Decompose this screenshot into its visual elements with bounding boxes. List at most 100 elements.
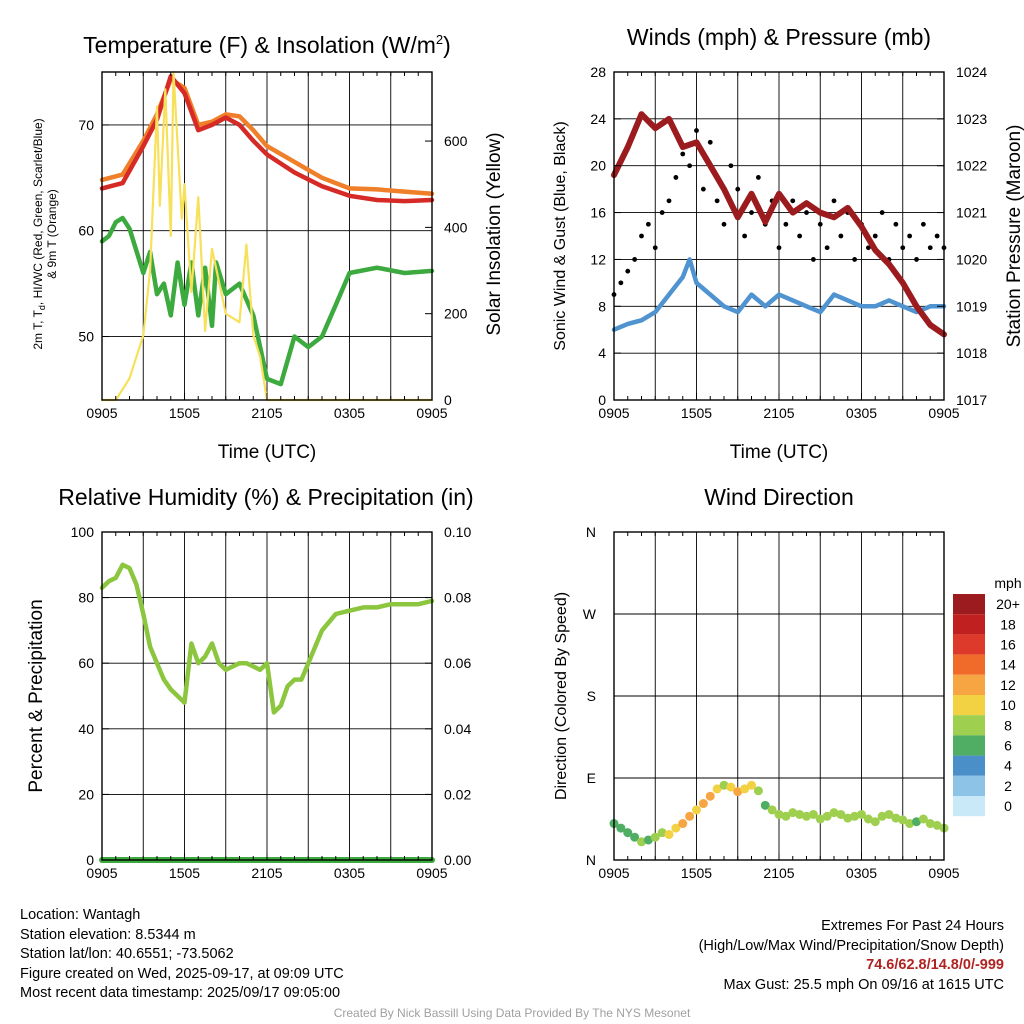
direction-point	[884, 809, 894, 819]
y-tick-label-right: 0.08	[444, 590, 471, 606]
gust-point	[865, 245, 871, 251]
direction-point	[808, 809, 818, 819]
humidity-plot-area: 0905 1505 2105 0305 09050204060801000.000.02…	[71, 524, 472, 881]
location-text: Location: Wantagh	[20, 907, 141, 923]
y-tick-label-left: N	[586, 852, 596, 868]
direction-point	[692, 805, 701, 815]
direction-point	[664, 829, 674, 839]
colorbar-swatch	[953, 674, 985, 695]
colorbar-label: 2	[1004, 778, 1012, 794]
gust-point	[817, 221, 823, 227]
x-tick-label: 0905	[416, 405, 447, 421]
direction-point	[891, 813, 901, 823]
y-tick-label-left: 100	[71, 524, 95, 540]
gust-point	[783, 221, 789, 227]
x-tick-label: 0905	[598, 405, 629, 421]
gust-point	[790, 198, 796, 204]
y-tick-label-right: 400	[444, 219, 468, 235]
x-tick-label: 1505	[681, 865, 712, 881]
gust-point	[694, 128, 699, 133]
colorbar-unit: mph	[994, 575, 1021, 591]
direction-point	[740, 784, 750, 794]
speed-colorbar: mph 20+ 18 16 14 12 10 8 6 4 2 0	[953, 575, 1022, 817]
colorbar-swatch	[953, 775, 985, 796]
y-tick-label-right: 0.06	[444, 655, 471, 671]
direction-point	[698, 799, 708, 809]
direction-point	[774, 809, 784, 819]
gust-point	[700, 186, 706, 192]
direction-point	[912, 817, 921, 827]
humidity-panel: Relative Humidity (%) & Precipitation (i…	[26, 484, 474, 881]
y-tick-label-left: 0	[86, 852, 94, 868]
y-tick-label-left: 70	[78, 117, 94, 133]
gust-point	[831, 198, 837, 204]
max-gust-text: Max Gust: 25.5 mph On 09/16 at 1615 UTC	[723, 976, 1004, 993]
colorbar-swatch	[953, 735, 985, 756]
direction-point	[836, 809, 846, 819]
x-tick-label: 0305	[334, 405, 365, 421]
temperature-title: Temperature (F) & Insolation (W/m2)	[83, 32, 451, 58]
y-tick-label-left: 0	[598, 392, 606, 408]
winds-title: Winds (mph) & Pressure (mb)	[627, 24, 931, 50]
direction-point	[829, 808, 839, 818]
y-tick-label-right: 200	[444, 306, 468, 322]
gust-point	[659, 210, 665, 215]
extremes-values: 74.6/62.8/14.8/0/-999	[866, 957, 1004, 974]
y-tick-label-left: 50	[78, 329, 94, 345]
direction-point	[747, 780, 756, 790]
x-tick-label: 0905	[598, 865, 629, 881]
y-tick-label-right: 600	[444, 133, 468, 149]
x-tick-label: 2105	[251, 405, 282, 421]
direction-title: Wind Direction	[704, 484, 854, 510]
direction-point	[822, 811, 832, 821]
gust-point	[797, 233, 803, 239]
gust-point	[728, 163, 734, 169]
insolation-axis-label: Solar Insolation (Yellow)	[484, 132, 505, 335]
direction-point	[877, 811, 887, 821]
y-tick-label-left: 16	[590, 205, 606, 221]
x-tick-label: 2105	[763, 865, 794, 881]
direction-point	[781, 811, 791, 821]
x-tick-label: 0905	[86, 405, 117, 421]
y-tick-label-left: 20	[78, 786, 94, 802]
direction-point	[657, 828, 667, 838]
gust-point	[852, 257, 858, 262]
direction-left-axis-label: Direction (Colored By Speed)	[553, 592, 570, 800]
direction-point	[767, 805, 777, 815]
direction-point	[788, 808, 798, 818]
temperature-plot-area: 0905 1505 2105 0305 0905 50 60 70 0 200 400 600	[78, 70, 468, 421]
colorbar-swatch	[953, 796, 985, 817]
gust-point	[804, 210, 809, 215]
extremes-info: Extremes For Past 24 Hours (High/Low/Max…	[544, 917, 1004, 995]
credit-line: Created By Nick Bassill Using Data Provi…	[333, 1006, 691, 1020]
y-tick-label-left: 24	[590, 111, 606, 127]
gust-point	[824, 245, 830, 251]
gust-point	[838, 233, 844, 239]
y-tick-label-left: W	[583, 606, 597, 622]
y-tick-label-right: 1020	[956, 251, 987, 267]
gust-point	[872, 233, 878, 239]
x-tick-label: 2105	[251, 865, 282, 881]
colorbar-label: 16	[1000, 637, 1016, 653]
y-tick-label-left: 4	[598, 345, 606, 361]
gust-point	[652, 245, 658, 251]
y-tick-label-left: 60	[78, 223, 94, 239]
direction-point	[850, 811, 860, 821]
gust-point	[755, 175, 761, 180]
winds-x-axis-label: Time (UTC)	[730, 442, 829, 463]
gust-point	[721, 221, 727, 227]
direction-point	[733, 787, 743, 797]
direction-point	[857, 809, 866, 819]
direction-point	[623, 828, 633, 838]
direction-point	[712, 784, 722, 794]
gust-point	[893, 221, 899, 227]
direction-point	[637, 837, 646, 847]
colorbar-label: 0	[1004, 798, 1012, 814]
y-tick-label-right: 1019	[956, 298, 987, 314]
x-tick-label: 1505	[169, 405, 200, 421]
y-tick-label-right: 1022	[956, 158, 987, 174]
gust-point	[735, 186, 741, 192]
direction-point	[843, 813, 853, 823]
extremes-title: Extremes For Past 24 Hours	[821, 918, 1004, 934]
